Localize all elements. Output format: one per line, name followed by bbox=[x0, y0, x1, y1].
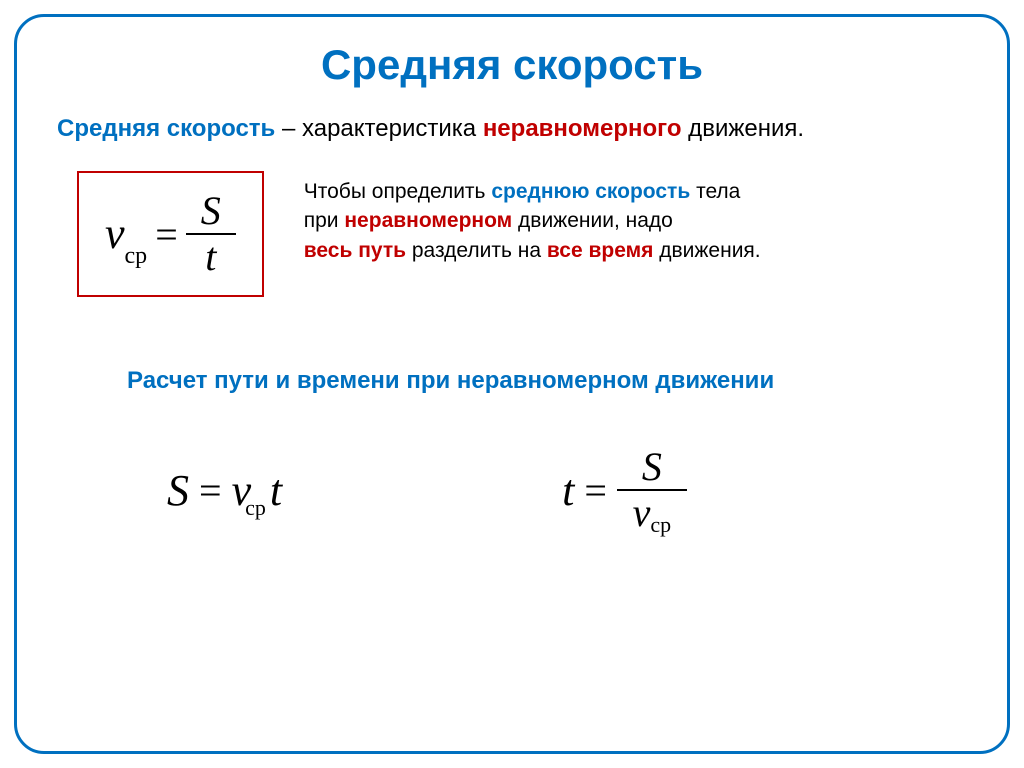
fs-lhs: S bbox=[167, 465, 189, 516]
formulas-row: S = vсрt t = S vср bbox=[57, 445, 967, 535]
definition-text-1: – характеристика bbox=[275, 115, 483, 142]
fs-rhs: vсрt bbox=[232, 465, 283, 516]
slide-frame: Средняя скорость Средняя скорость – хара… bbox=[14, 14, 1010, 754]
numerator: S bbox=[193, 189, 229, 233]
exp-1b: среднюю скорость bbox=[491, 180, 690, 203]
denominator: t bbox=[197, 235, 224, 279]
definition-term: Средняя скорость bbox=[57, 115, 275, 142]
definition-text-2: движения. bbox=[682, 115, 805, 142]
exp-2c: движении, надо bbox=[512, 209, 673, 232]
exp-3b: разделить на bbox=[406, 239, 547, 262]
ft-frac: S vср bbox=[617, 445, 687, 535]
exp-2b: неравномерном bbox=[344, 209, 512, 232]
formula-lhs: vср bbox=[105, 208, 147, 259]
ft-den-v: v bbox=[633, 490, 651, 535]
fraction: S t bbox=[186, 189, 236, 279]
exp-2a: при bbox=[304, 209, 345, 232]
fs-t: t bbox=[270, 466, 282, 515]
main-formula-box: vср = S t bbox=[77, 171, 264, 297]
fs-sub: ср bbox=[245, 495, 266, 520]
exp-3a: весь путь bbox=[304, 239, 406, 262]
ft-eq: = bbox=[584, 467, 607, 514]
ft-lhs: t bbox=[562, 465, 574, 516]
exp-3c: все время bbox=[547, 239, 654, 262]
explanation-text: Чтобы определить среднюю скорость тела п… bbox=[304, 171, 761, 265]
ft-den: vср bbox=[625, 491, 680, 535]
subtitle: Расчет пути и времени при неравномерном … bbox=[127, 367, 967, 395]
exp-1a: Чтобы определить bbox=[304, 180, 492, 203]
exp-1c: тела bbox=[690, 180, 740, 203]
formula-t: t = S vср bbox=[562, 445, 687, 535]
fs-eq: = bbox=[199, 467, 222, 514]
ft-den-sub: ср bbox=[650, 512, 671, 537]
formula-explanation-row: vср = S t Чтобы определить среднюю скоро… bbox=[57, 171, 967, 297]
definition-line: Средняя скорость – характеристика неравн… bbox=[57, 115, 967, 143]
exp-3d: движения. bbox=[653, 239, 760, 262]
page-title: Средняя скорость bbox=[57, 41, 967, 89]
ft-num: S bbox=[634, 445, 670, 489]
sub-cp: ср bbox=[125, 243, 148, 269]
main-formula: vср = S t bbox=[105, 189, 236, 279]
formula-s: S = vсрt bbox=[167, 445, 282, 535]
equals-sign: = bbox=[155, 211, 178, 258]
var-v: v bbox=[105, 209, 125, 258]
definition-keyword: неравномерного bbox=[483, 115, 682, 142]
